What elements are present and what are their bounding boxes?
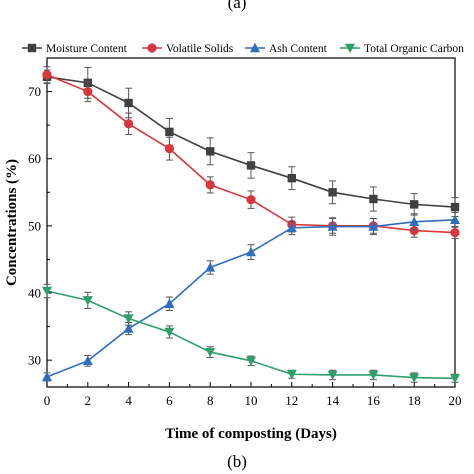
data-point	[287, 173, 296, 183]
legend-label: Ash Content	[269, 43, 328, 55]
data-point	[165, 127, 174, 137]
data-point	[409, 216, 420, 227]
x-axis-title: Time of composting (Days)	[165, 426, 337, 442]
data-point	[164, 327, 175, 338]
data-point	[286, 370, 297, 380]
series-ash-content	[42, 211, 460, 382]
data-point	[205, 347, 216, 358]
data-point	[368, 221, 379, 231]
x-tick-label: 16	[367, 393, 381, 408]
data-point	[286, 222, 297, 233]
figure-label-top: (a)	[227, 0, 247, 12]
data-point	[409, 373, 420, 383]
legend-label: Moisture Content	[46, 43, 128, 55]
data-point	[369, 194, 378, 204]
y-axis-title: Concentrations (%)	[4, 159, 20, 286]
data-point	[42, 286, 52, 297]
data-point	[205, 180, 215, 190]
series-total-organic-carbon	[42, 283, 460, 384]
y-tick-label: 60	[28, 151, 41, 166]
series-volatile-solids	[42, 66, 460, 240]
data-point	[409, 225, 419, 236]
legend-swatch-marker	[250, 42, 260, 53]
y-tick-label: 40	[28, 286, 41, 301]
series-line	[46, 219, 456, 378]
legend-swatch-marker	[147, 43, 157, 53]
y-tick-label: 50	[28, 218, 41, 233]
legend-swatch-marker	[27, 43, 37, 53]
data-point	[246, 356, 256, 367]
series-line	[46, 76, 456, 208]
legend-swatch-marker	[345, 43, 355, 54]
x-tick-label: 18	[408, 393, 421, 408]
data-point	[123, 314, 134, 324]
data-point	[450, 374, 460, 384]
data-point	[164, 298, 175, 308]
data-point	[205, 262, 216, 272]
data-point	[206, 147, 215, 156]
x-tick-label: 10	[245, 393, 258, 408]
data-point	[82, 296, 93, 306]
data-point	[82, 355, 93, 366]
legend-label: Total Organic Carbon	[364, 43, 464, 55]
data-point	[42, 70, 52, 80]
x-tick-label: 12	[285, 393, 298, 408]
x-tick-label: 20	[449, 393, 462, 408]
x-tick-label: 6	[166, 393, 173, 408]
legend: Moisture Content Volatile Solids Ash Conte…	[22, 42, 464, 55]
data-point	[327, 221, 338, 231]
data-point	[450, 214, 460, 225]
data-point	[368, 370, 379, 381]
x-tick-label: 14	[326, 393, 340, 408]
data-point	[124, 119, 134, 129]
x-tick-label: 4	[125, 393, 132, 408]
data-point	[450, 227, 460, 238]
y-tick-label: 70	[28, 84, 41, 99]
data-point	[164, 144, 174, 154]
legend-label: Volatile Solids	[166, 43, 234, 55]
data-point	[246, 246, 256, 257]
figure-label-bottom: (b)	[227, 452, 247, 471]
data-point	[42, 371, 52, 382]
y-tick-label: 30	[28, 353, 41, 368]
data-point	[123, 323, 134, 333]
data-point	[450, 202, 460, 212]
x-tick-label: 0	[44, 393, 51, 408]
data-point	[246, 161, 256, 170]
x-tick-label: 2	[85, 393, 92, 408]
data-point	[328, 188, 337, 197]
data-point	[124, 98, 133, 108]
x-tick-label: 8	[207, 393, 214, 408]
data-point	[327, 370, 338, 381]
data-point	[246, 195, 256, 205]
data-point	[83, 86, 93, 97]
data-point	[410, 200, 419, 209]
